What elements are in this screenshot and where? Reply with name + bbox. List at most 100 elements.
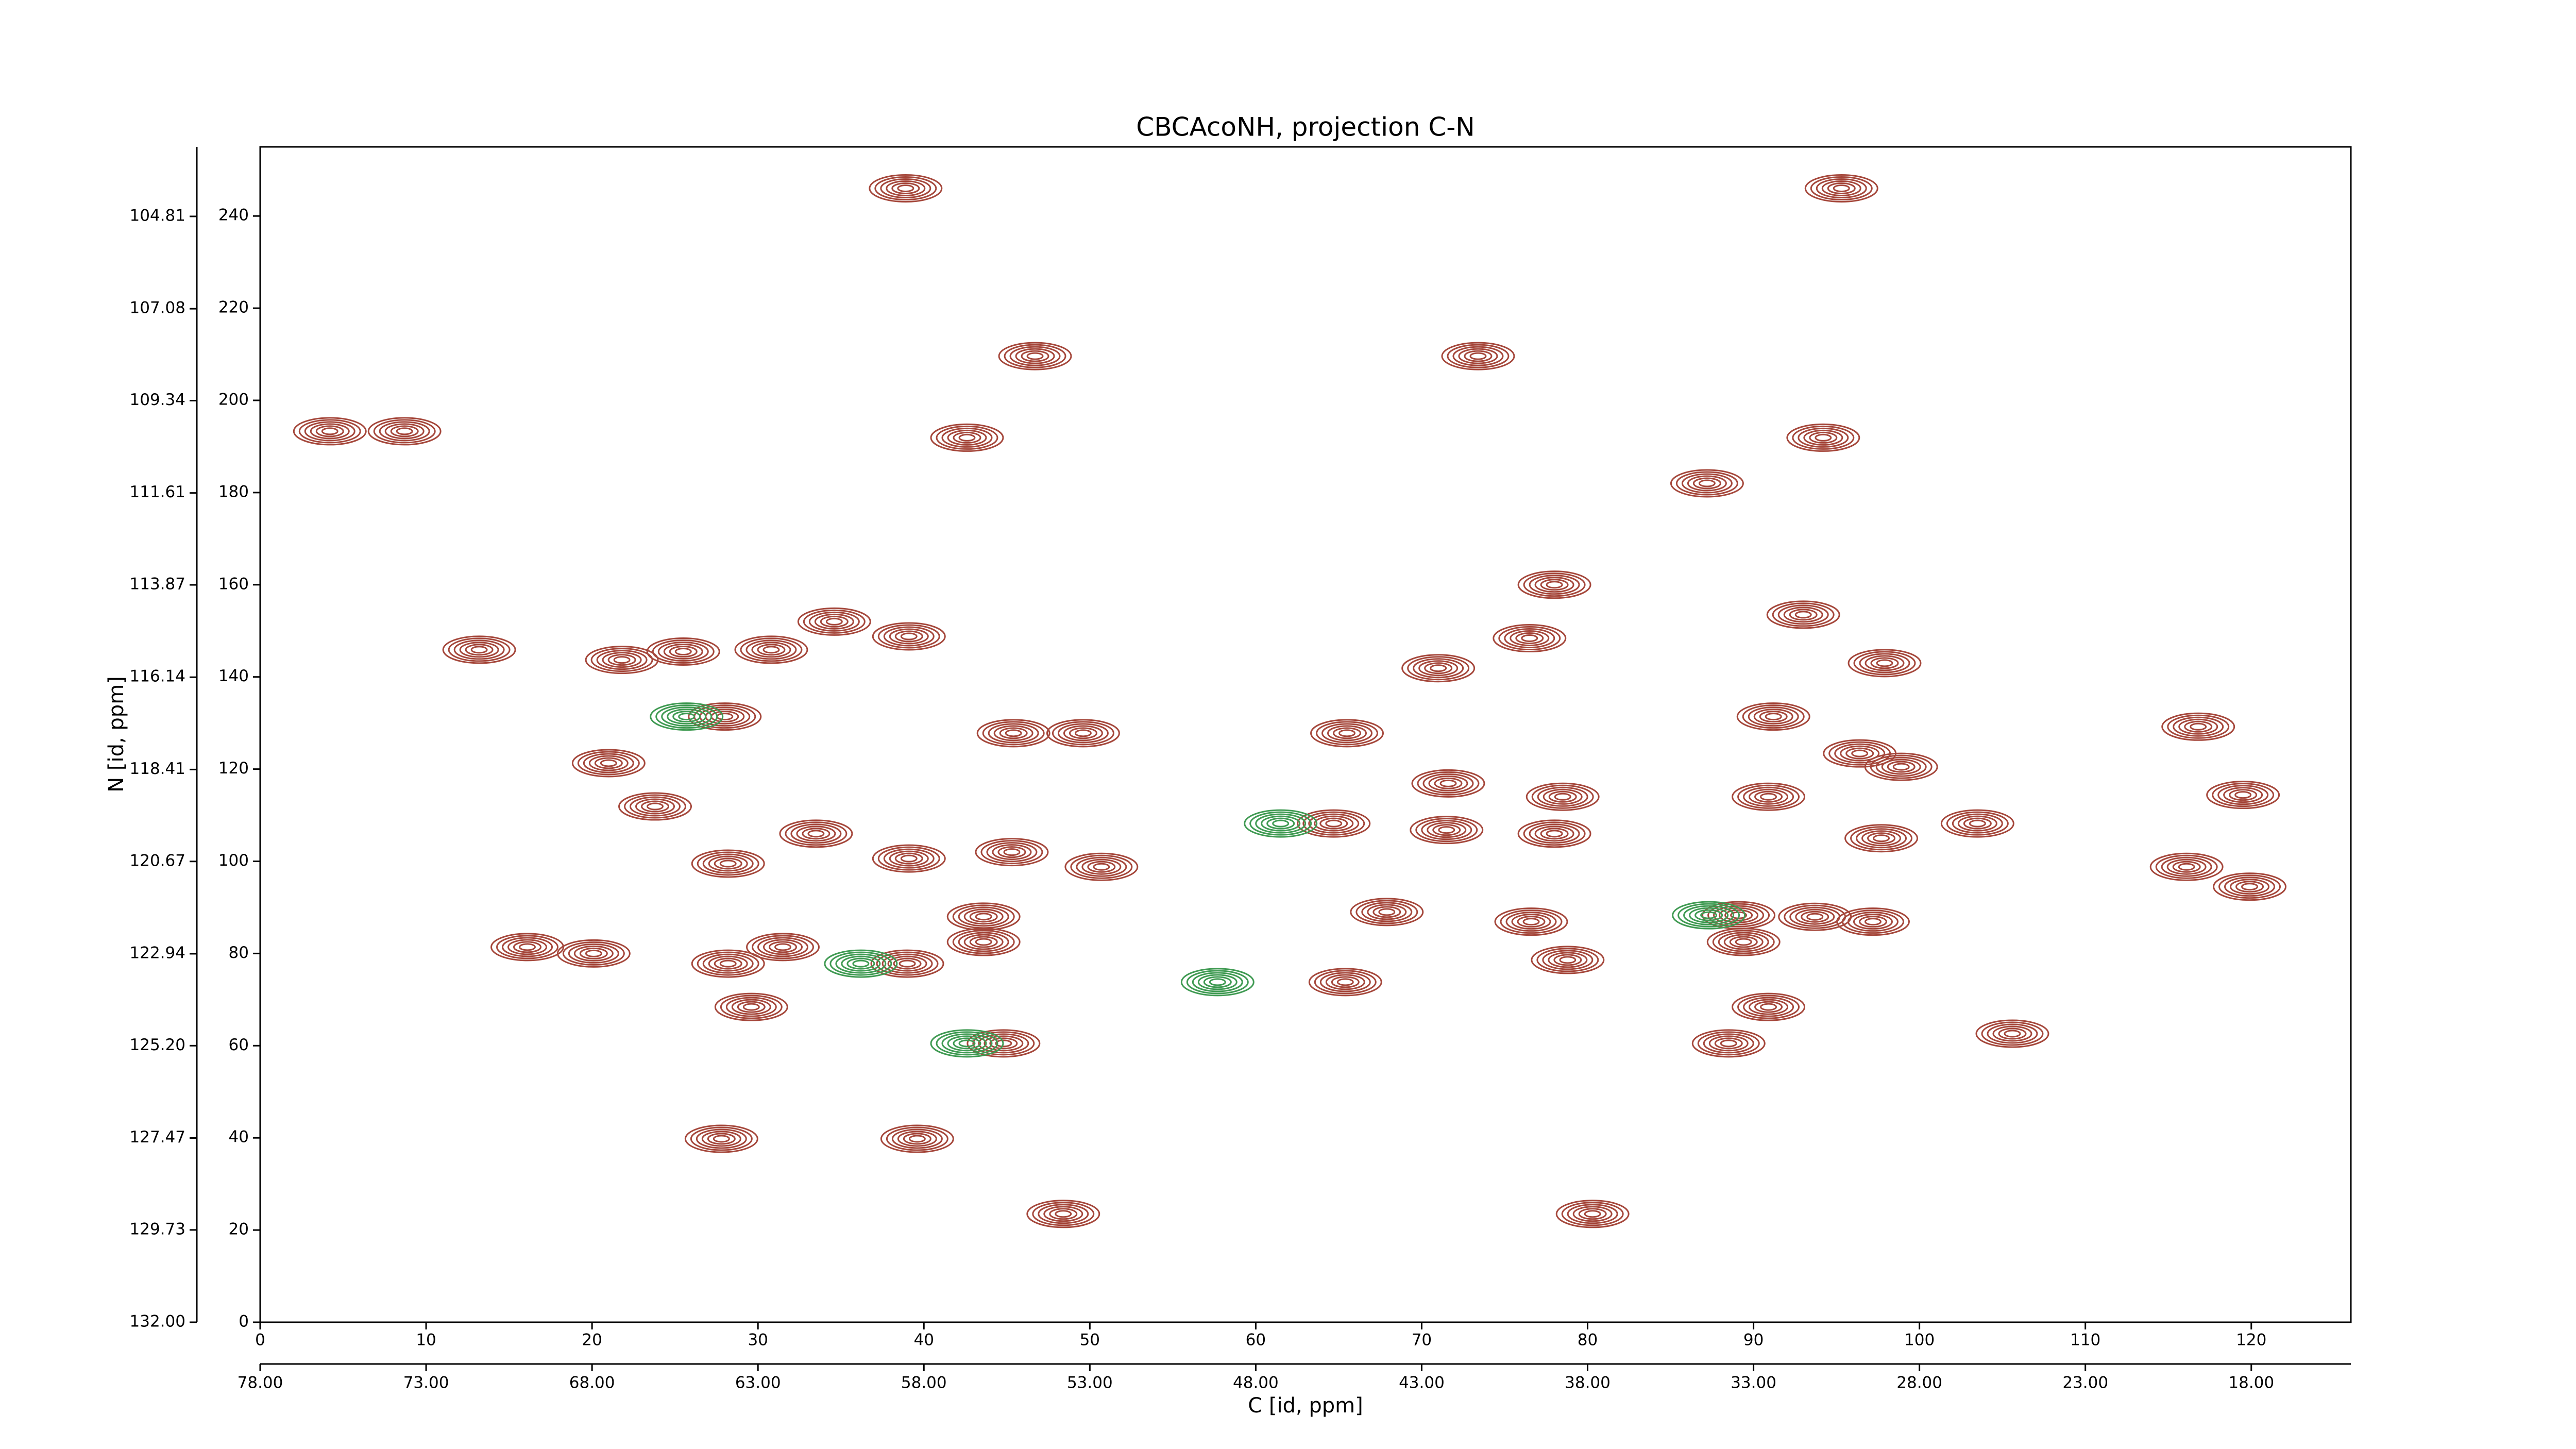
contour-ring <box>1963 817 1992 830</box>
contour-ring <box>1319 972 1371 992</box>
contour-ring <box>672 711 701 723</box>
contour-ring <box>1998 1027 2027 1040</box>
contour-ring <box>2212 783 2275 807</box>
contour-ring <box>1415 818 1478 843</box>
contour-ring <box>1987 1023 2038 1044</box>
peak <box>1517 570 1591 599</box>
contour-ring <box>2206 781 2280 810</box>
contour-ring <box>663 643 703 660</box>
contour-ring <box>367 417 442 446</box>
contour-ring <box>579 947 608 959</box>
peak <box>646 637 720 666</box>
contour-ring <box>1952 813 2003 834</box>
contour-ring <box>720 995 783 1019</box>
contour-ring <box>808 611 860 632</box>
y-tick-label: 100 <box>218 851 249 870</box>
contour-ring <box>1777 604 1829 625</box>
contour-ring <box>1367 904 1407 920</box>
contour-ring <box>442 635 516 664</box>
contour-ring <box>708 955 748 972</box>
contour-ring <box>886 180 926 197</box>
contour-ring <box>1543 788 1583 805</box>
contour-ring <box>1338 729 1356 737</box>
x-tick-label: 70 <box>1412 1331 1432 1350</box>
contour-ring <box>882 953 933 974</box>
peak <box>1691 1029 1766 1058</box>
contour-ring <box>757 937 808 957</box>
contour-ring <box>936 1031 998 1056</box>
contour-ring <box>1069 727 1097 739</box>
contour-ring <box>1795 908 1835 925</box>
contour-ring <box>893 957 922 970</box>
contour-ring <box>1748 706 1799 727</box>
peak <box>872 844 946 873</box>
contour-ring <box>2217 785 2269 805</box>
contour-ring <box>1754 1001 1783 1013</box>
y-tick-label: 140 <box>218 667 249 685</box>
contour-ring <box>958 906 1009 927</box>
contour-ring <box>737 1001 766 1013</box>
contour-ring <box>1546 581 1563 589</box>
contour-ring <box>2235 881 2264 893</box>
peak <box>880 1124 954 1153</box>
contour-ring <box>1548 952 1588 968</box>
contour-ring <box>947 1035 987 1052</box>
contour-ring <box>796 825 836 842</box>
contour-ring <box>1319 817 1348 830</box>
contour-ring <box>1572 1206 1613 1222</box>
contour-ring <box>762 646 780 654</box>
contour-ring <box>1691 1029 1766 1058</box>
x2-tick-label: 73.00 <box>403 1374 449 1392</box>
contour-ring <box>1534 825 1574 842</box>
contour-ring <box>877 624 940 649</box>
contour-ring <box>448 637 511 662</box>
contour-ring <box>958 433 976 442</box>
peak <box>1766 600 1840 629</box>
contour-ring <box>697 851 759 876</box>
y2-tick-label: 122.94 <box>130 943 185 962</box>
contour-ring <box>1333 727 1362 739</box>
contour-ring <box>310 423 350 440</box>
y2-tick-label: 109.34 <box>130 391 185 409</box>
contour-ring <box>691 949 765 978</box>
contour-ring <box>1537 786 1588 807</box>
contour-ring <box>713 1135 730 1143</box>
contour-ring <box>453 639 505 660</box>
contour-ring <box>293 417 367 446</box>
peak <box>2149 852 2224 881</box>
x2-tick-label: 33.00 <box>1731 1374 1776 1392</box>
contour-ring <box>1798 427 1849 448</box>
contour-ring <box>980 840 1043 865</box>
contour-ring <box>646 637 720 666</box>
contour-ring <box>807 830 825 838</box>
contour-ring <box>814 613 854 630</box>
contour-ring <box>1314 970 1377 995</box>
y2-tick-label: 113.87 <box>130 575 185 594</box>
contour-ring <box>571 749 646 778</box>
contour-ring <box>1873 834 1890 843</box>
contour-ring <box>573 945 614 962</box>
contour-ring <box>1004 344 1066 368</box>
contour-ring <box>1430 664 1447 672</box>
contour-ring <box>1197 974 1238 990</box>
contour-ring <box>1554 793 1571 801</box>
contour-ring <box>1521 634 1538 643</box>
contour-ring <box>1858 916 1887 928</box>
contour-ring <box>963 908 1004 925</box>
contour-ring <box>315 425 344 437</box>
contour-ring <box>1553 954 1582 966</box>
contour-ring <box>891 182 920 195</box>
contour-ring <box>1186 970 1249 995</box>
peak <box>869 174 943 203</box>
contour-ring <box>802 828 831 840</box>
peak <box>1804 174 1878 203</box>
contour-ring <box>1743 786 1794 807</box>
peak <box>1672 901 1746 930</box>
contour-ring <box>1015 348 1055 364</box>
contour-ring <box>1851 749 1869 757</box>
peak <box>293 417 367 446</box>
contour-ring <box>1856 828 1907 849</box>
contour-ring <box>1707 903 1770 928</box>
x2-tick-label: 18.00 <box>2228 1374 2274 1392</box>
contour-ring <box>568 943 619 964</box>
